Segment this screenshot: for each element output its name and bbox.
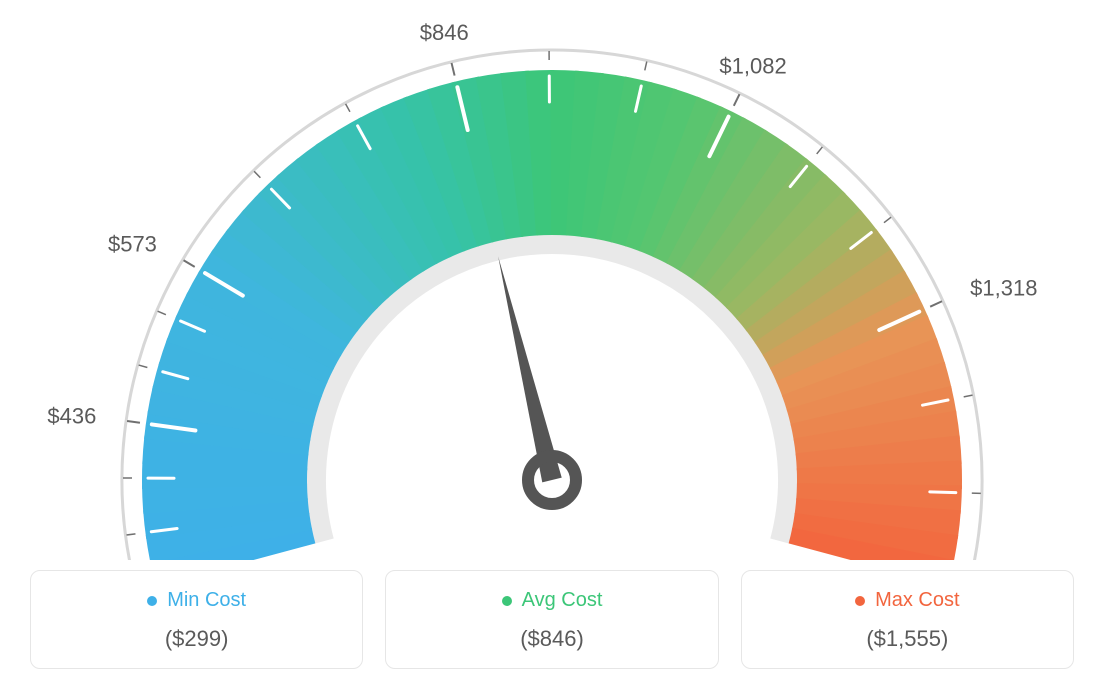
cost-gauge-chart: $299$436$573$846$1,082$1,318$1,555 [30, 10, 1074, 570]
legend-row: Min Cost ($299) Avg Cost ($846) Max Cost… [30, 570, 1074, 669]
legend-card-avg: Avg Cost ($846) [385, 570, 718, 669]
legend-value-min: ($299) [41, 626, 352, 652]
legend-label-max: Max Cost [875, 589, 959, 612]
svg-text:$573: $573 [108, 231, 157, 256]
legend-value-avg: ($846) [396, 626, 707, 652]
svg-text:$1,082: $1,082 [719, 53, 786, 78]
legend-card-min: Min Cost ($299) [30, 570, 363, 669]
legend-dot-max [855, 596, 865, 606]
legend-dot-avg [502, 596, 512, 606]
gauge-svg: $299$436$573$846$1,082$1,318$1,555 [30, 10, 1074, 560]
legend-card-max: Max Cost ($1,555) [741, 570, 1074, 669]
legend-label-min: Min Cost [167, 589, 246, 612]
svg-text:$1,318: $1,318 [970, 275, 1037, 300]
legend-dot-min [147, 596, 157, 606]
svg-text:$846: $846 [420, 20, 469, 45]
svg-text:$436: $436 [47, 404, 96, 429]
legend-value-max: ($1,555) [752, 626, 1063, 652]
legend-label-avg: Avg Cost [522, 589, 603, 612]
